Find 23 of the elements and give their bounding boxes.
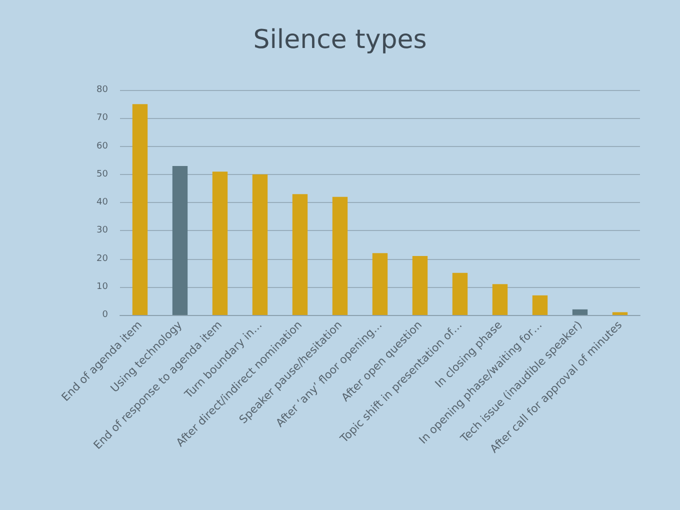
bar <box>572 309 588 315</box>
y-tick-label: 30 <box>96 226 108 236</box>
y-tick-label: 80 <box>96 85 108 95</box>
y-tick-label: 40 <box>96 198 108 208</box>
bar <box>292 194 308 315</box>
bar <box>172 166 188 315</box>
bar <box>612 312 628 315</box>
y-tick-label: 20 <box>96 254 108 264</box>
y-tick-label: 70 <box>96 113 108 124</box>
y-tick-label: 60 <box>96 141 108 152</box>
bar <box>212 172 228 315</box>
bar <box>132 104 148 315</box>
bar <box>412 256 428 315</box>
bar <box>452 272 468 315</box>
y-tick-label: 50 <box>96 169 108 180</box>
bar <box>252 174 268 315</box>
bar <box>372 253 388 315</box>
bar <box>492 284 508 315</box>
chart-title: Silence types <box>253 25 427 55</box>
bar <box>332 196 348 315</box>
y-tick-label: 0 <box>102 310 108 320</box>
y-tick-label: 10 <box>96 282 108 292</box>
bar <box>532 295 548 315</box>
